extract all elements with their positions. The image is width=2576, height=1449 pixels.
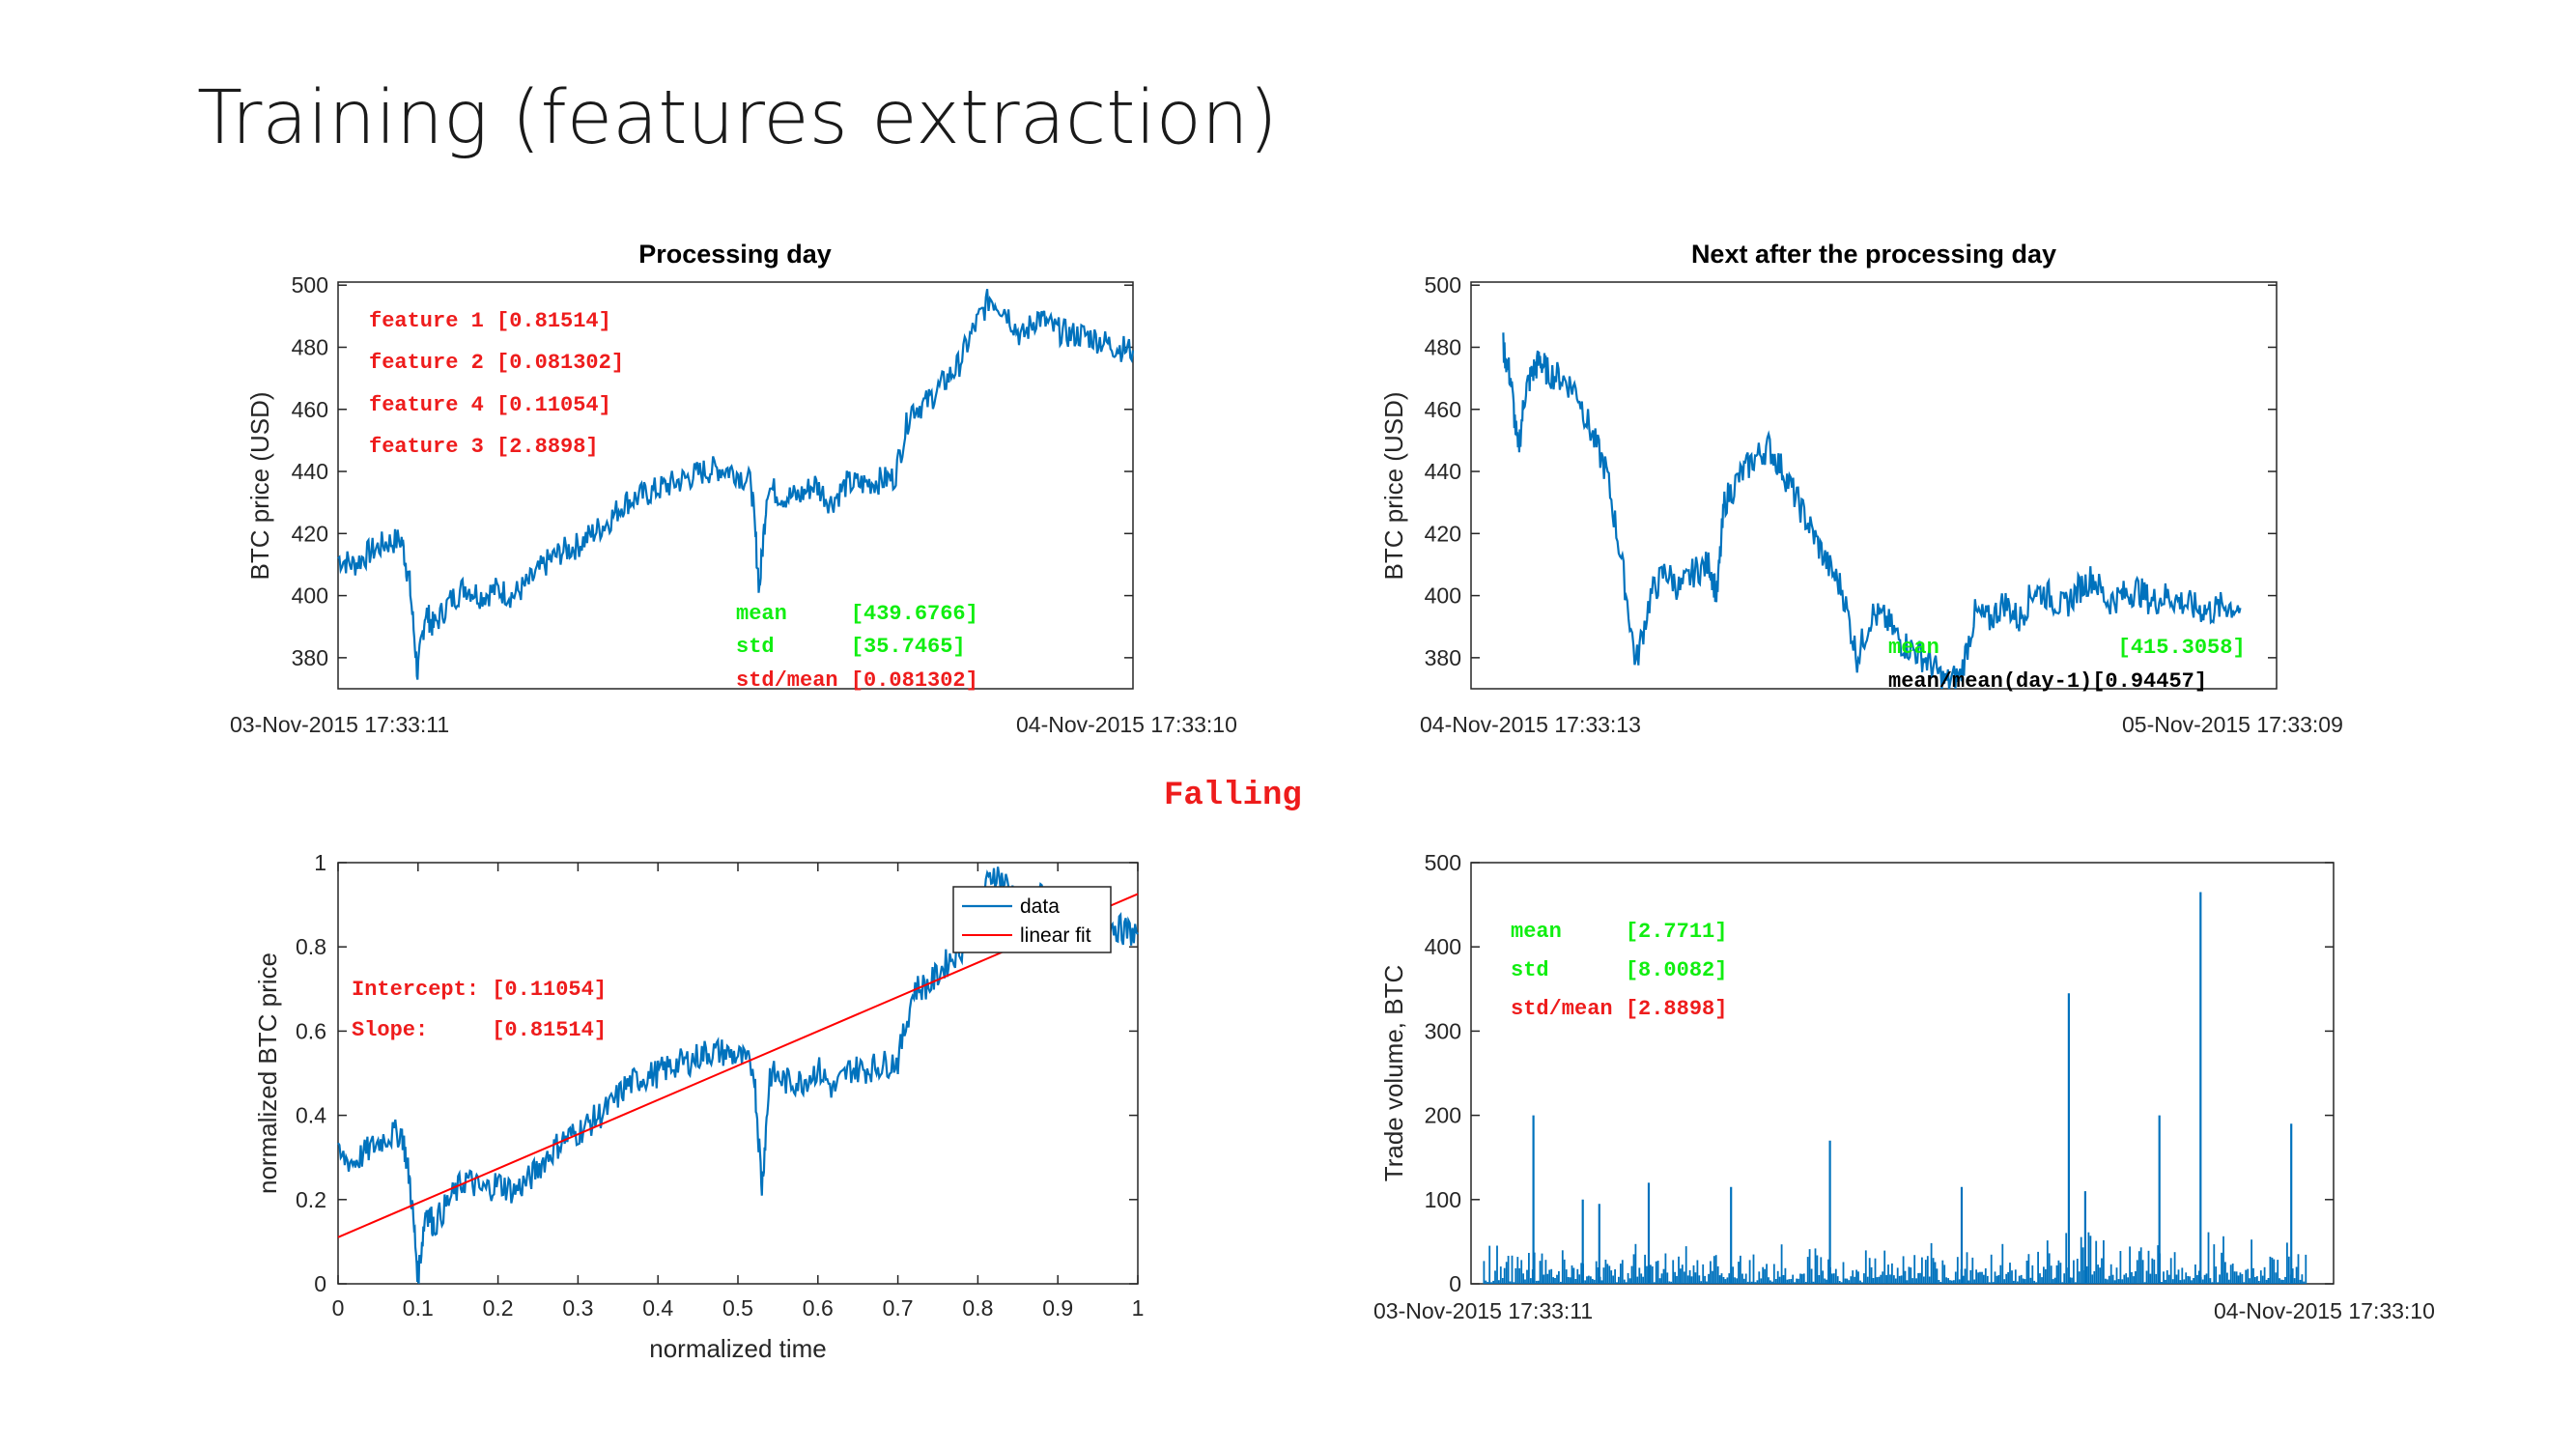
- y-axis-label: normalized BTC price: [253, 952, 282, 1194]
- annotation-std-mean: std/mean [0.081302]: [736, 668, 978, 693]
- chart-trade-volume: Trade volume, BTC 0 100 200 300 400 500 03-No…: [1373, 850, 2435, 1323]
- annotation-mean-ratio: mean/mean(day-1)[0.94457]: [1888, 669, 2207, 694]
- trend-label: Falling: [1164, 778, 1302, 814]
- chart-title: Processing day: [638, 240, 832, 269]
- y-tick-label: 400: [1425, 934, 1461, 959]
- y-tick-label: 400: [1425, 583, 1461, 609]
- y-tick-label: 380: [1425, 645, 1461, 670]
- plot-frame: [337, 281, 1134, 690]
- y-axis-ticks: 380 400 420 440 460 480 500: [1425, 272, 2277, 670]
- x-tick-label: 0.1: [403, 1295, 434, 1321]
- x-tick-label: 0.8: [962, 1295, 993, 1321]
- annotation-mean: mean [2.7711]: [1511, 920, 1727, 944]
- annotation-mean: mean [415.3058]: [1888, 636, 2246, 660]
- chart-next-day: Next after the processing day BTC price …: [1379, 240, 2343, 737]
- y-tick-label: 480: [1425, 334, 1461, 359]
- x-tick-label: 1: [1132, 1295, 1145, 1321]
- legend-label-fit: linear fit: [1020, 924, 1091, 947]
- annotation-std: std [8.0082]: [1511, 958, 1727, 982]
- legend: data linear fit: [952, 886, 1112, 953]
- x-tick-label: 0: [332, 1295, 345, 1321]
- annotation-feature-2: feature 2 [0.081302]: [369, 351, 624, 375]
- chart-processing-day: Processing day BTC price (USD) 380 400 420…: [230, 240, 1237, 737]
- y-axis-label: BTC price (USD): [245, 391, 274, 580]
- x-tick-label: 0.6: [803, 1295, 834, 1321]
- y-tick-label: 480: [292, 334, 328, 359]
- data-series-line: [337, 867, 1139, 1284]
- y-tick-label: 0.8: [296, 934, 326, 959]
- y-tick-label: 1: [314, 850, 326, 875]
- plot-frame: [1470, 281, 2278, 690]
- annotation-std-mean: std/mean [2.8898]: [1511, 997, 1727, 1021]
- y-axis-ticks: 380 400 420 440 460 480 500: [292, 272, 1133, 670]
- y-tick-label: 420: [1425, 521, 1461, 546]
- y-tick-label: 500: [1425, 850, 1461, 875]
- price-series-line: [1502, 332, 2242, 690]
- volume-bars: [1483, 892, 2307, 1284]
- x-axis-ticks: 0 0.1 0.2 0.3 0.4 0.5 0.6 0.7 0.8 0.9 1: [332, 863, 1145, 1321]
- x-tick-label: 0.9: [1042, 1295, 1073, 1321]
- legend-box: [952, 886, 1112, 953]
- x-tick-label-end: 04-Nov-2015 17:33:10: [2214, 1298, 2435, 1323]
- y-tick-label: 400: [292, 583, 328, 609]
- x-tick-label-start: 03-Nov-2015 17:33:11: [1373, 1298, 1593, 1323]
- annotation-std: std [35.7465]: [736, 635, 966, 659]
- y-tick-label: 380: [292, 645, 328, 670]
- x-tick-label: 0.3: [562, 1295, 593, 1321]
- price-series-line: [337, 289, 1135, 680]
- annotation-feature-3: feature 3 [2.8898]: [369, 435, 599, 459]
- y-axis-label: Trade volume, BTC: [1379, 965, 1408, 1181]
- x-tick-label-end: 04-Nov-2015 17:33:10: [1016, 712, 1237, 737]
- x-tick-label-start: 04-Nov-2015 17:33:13: [1420, 712, 1641, 737]
- y-tick-label: 440: [292, 459, 328, 484]
- y-tick-label: 500: [292, 272, 328, 298]
- y-tick-label: 0: [1449, 1271, 1461, 1296]
- annotation-feature-1: feature 1 [0.81514]: [369, 309, 611, 333]
- x-tick-label: 0.7: [883, 1295, 914, 1321]
- y-tick-label: 440: [1425, 459, 1461, 484]
- y-tick-label: 500: [1425, 272, 1461, 298]
- legend-label-data: data: [1020, 895, 1060, 918]
- annotation-intercept: Intercept: [0.11054]: [352, 978, 607, 1002]
- y-axis-ticks: 0 100 200 300 400 500: [1425, 850, 2334, 1296]
- y-tick-label: 200: [1425, 1103, 1461, 1128]
- x-tick-label: 0.5: [722, 1295, 753, 1321]
- slide-title: Training (features extraction): [197, 75, 1278, 161]
- y-tick-label: 0.4: [296, 1103, 326, 1128]
- y-axis-ticks: 0 0.2 0.4 0.6 0.8 1: [296, 850, 1138, 1296]
- y-tick-label: 460: [1425, 397, 1461, 422]
- annotation-mean: mean [439.6766]: [736, 602, 978, 626]
- y-axis-label: BTC price (USD): [1379, 391, 1408, 580]
- y-tick-label: 420: [292, 521, 328, 546]
- x-tick-label-end: 05-Nov-2015 17:33:09: [2122, 712, 2343, 737]
- annotation-slope: Slope: [0.81514]: [352, 1018, 607, 1042]
- y-tick-label: 460: [292, 397, 328, 422]
- x-tick-label: 0.2: [483, 1295, 514, 1321]
- chart-title: Next after the processing day: [1691, 240, 2056, 269]
- x-tick-label-start: 03-Nov-2015 17:33:11: [230, 712, 449, 737]
- y-tick-label: 0.6: [296, 1018, 326, 1043]
- y-tick-label: 0.2: [296, 1187, 326, 1212]
- x-tick-label: 0.4: [642, 1295, 673, 1321]
- chart-normalized-fit: normalized BTC price normalized time 0 0.…: [253, 850, 1144, 1363]
- y-tick-label: 100: [1425, 1187, 1461, 1212]
- y-tick-label: 0: [314, 1271, 326, 1296]
- annotation-feature-4: feature 4 [0.11054]: [369, 393, 611, 417]
- y-tick-label: 300: [1425, 1018, 1461, 1043]
- x-axis-label: normalized time: [649, 1334, 827, 1363]
